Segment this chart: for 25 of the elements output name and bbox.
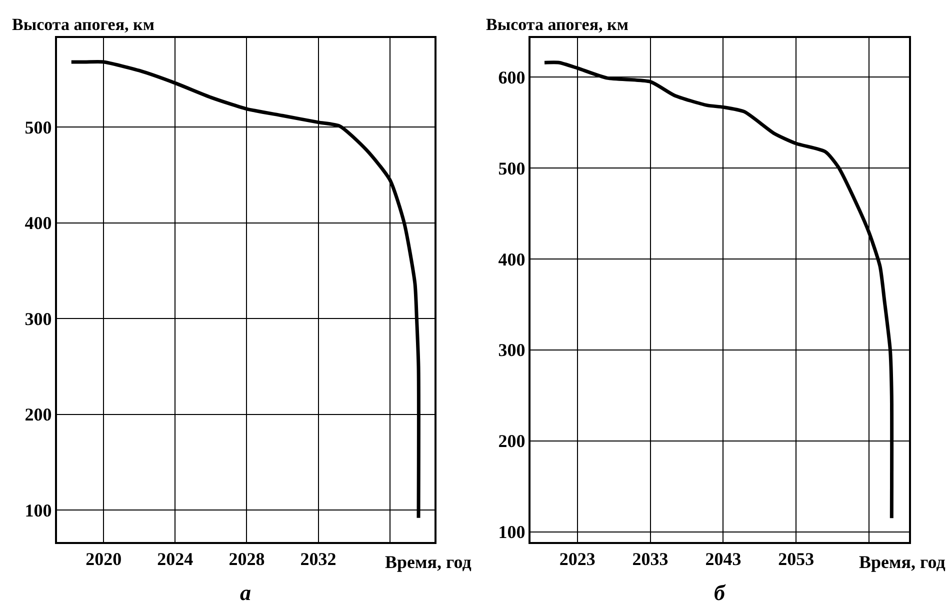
y-tick-label: 100	[498, 522, 526, 542]
x-tick-label: 2020	[86, 549, 122, 570]
y-tick-label: 300	[498, 340, 526, 360]
x-tick-label: 2024	[157, 549, 194, 570]
y-tick-label: 300	[24, 308, 52, 329]
y-tick-label: 400	[24, 213, 52, 234]
x-axis-title: Время, год	[859, 552, 946, 572]
y-tick-label: 500	[24, 117, 52, 138]
x-axis-title: Время, год	[385, 552, 472, 572]
text: б	[714, 580, 726, 604]
y-tick-label: 200	[24, 404, 52, 425]
y-tick-label: 600	[498, 67, 526, 88]
y-tick-label: 400	[498, 249, 526, 270]
y-tick-label: 500	[498, 158, 526, 178]
y-tick-label: 100	[24, 500, 52, 520]
x-tick-label: 2043	[705, 549, 742, 570]
y-axis-title: Высота апогея, км	[486, 15, 629, 34]
x-tick-label: 2053	[778, 549, 814, 570]
text: а	[240, 580, 251, 604]
x-tick-label: 2023	[559, 549, 596, 570]
y-tick-label: 200	[498, 431, 526, 452]
x-tick-label: 2032	[300, 549, 336, 570]
x-tick-label: 2033	[632, 549, 668, 570]
y-axis-title: Высота апогея, км	[12, 15, 155, 34]
x-tick-label: 2028	[228, 549, 265, 570]
